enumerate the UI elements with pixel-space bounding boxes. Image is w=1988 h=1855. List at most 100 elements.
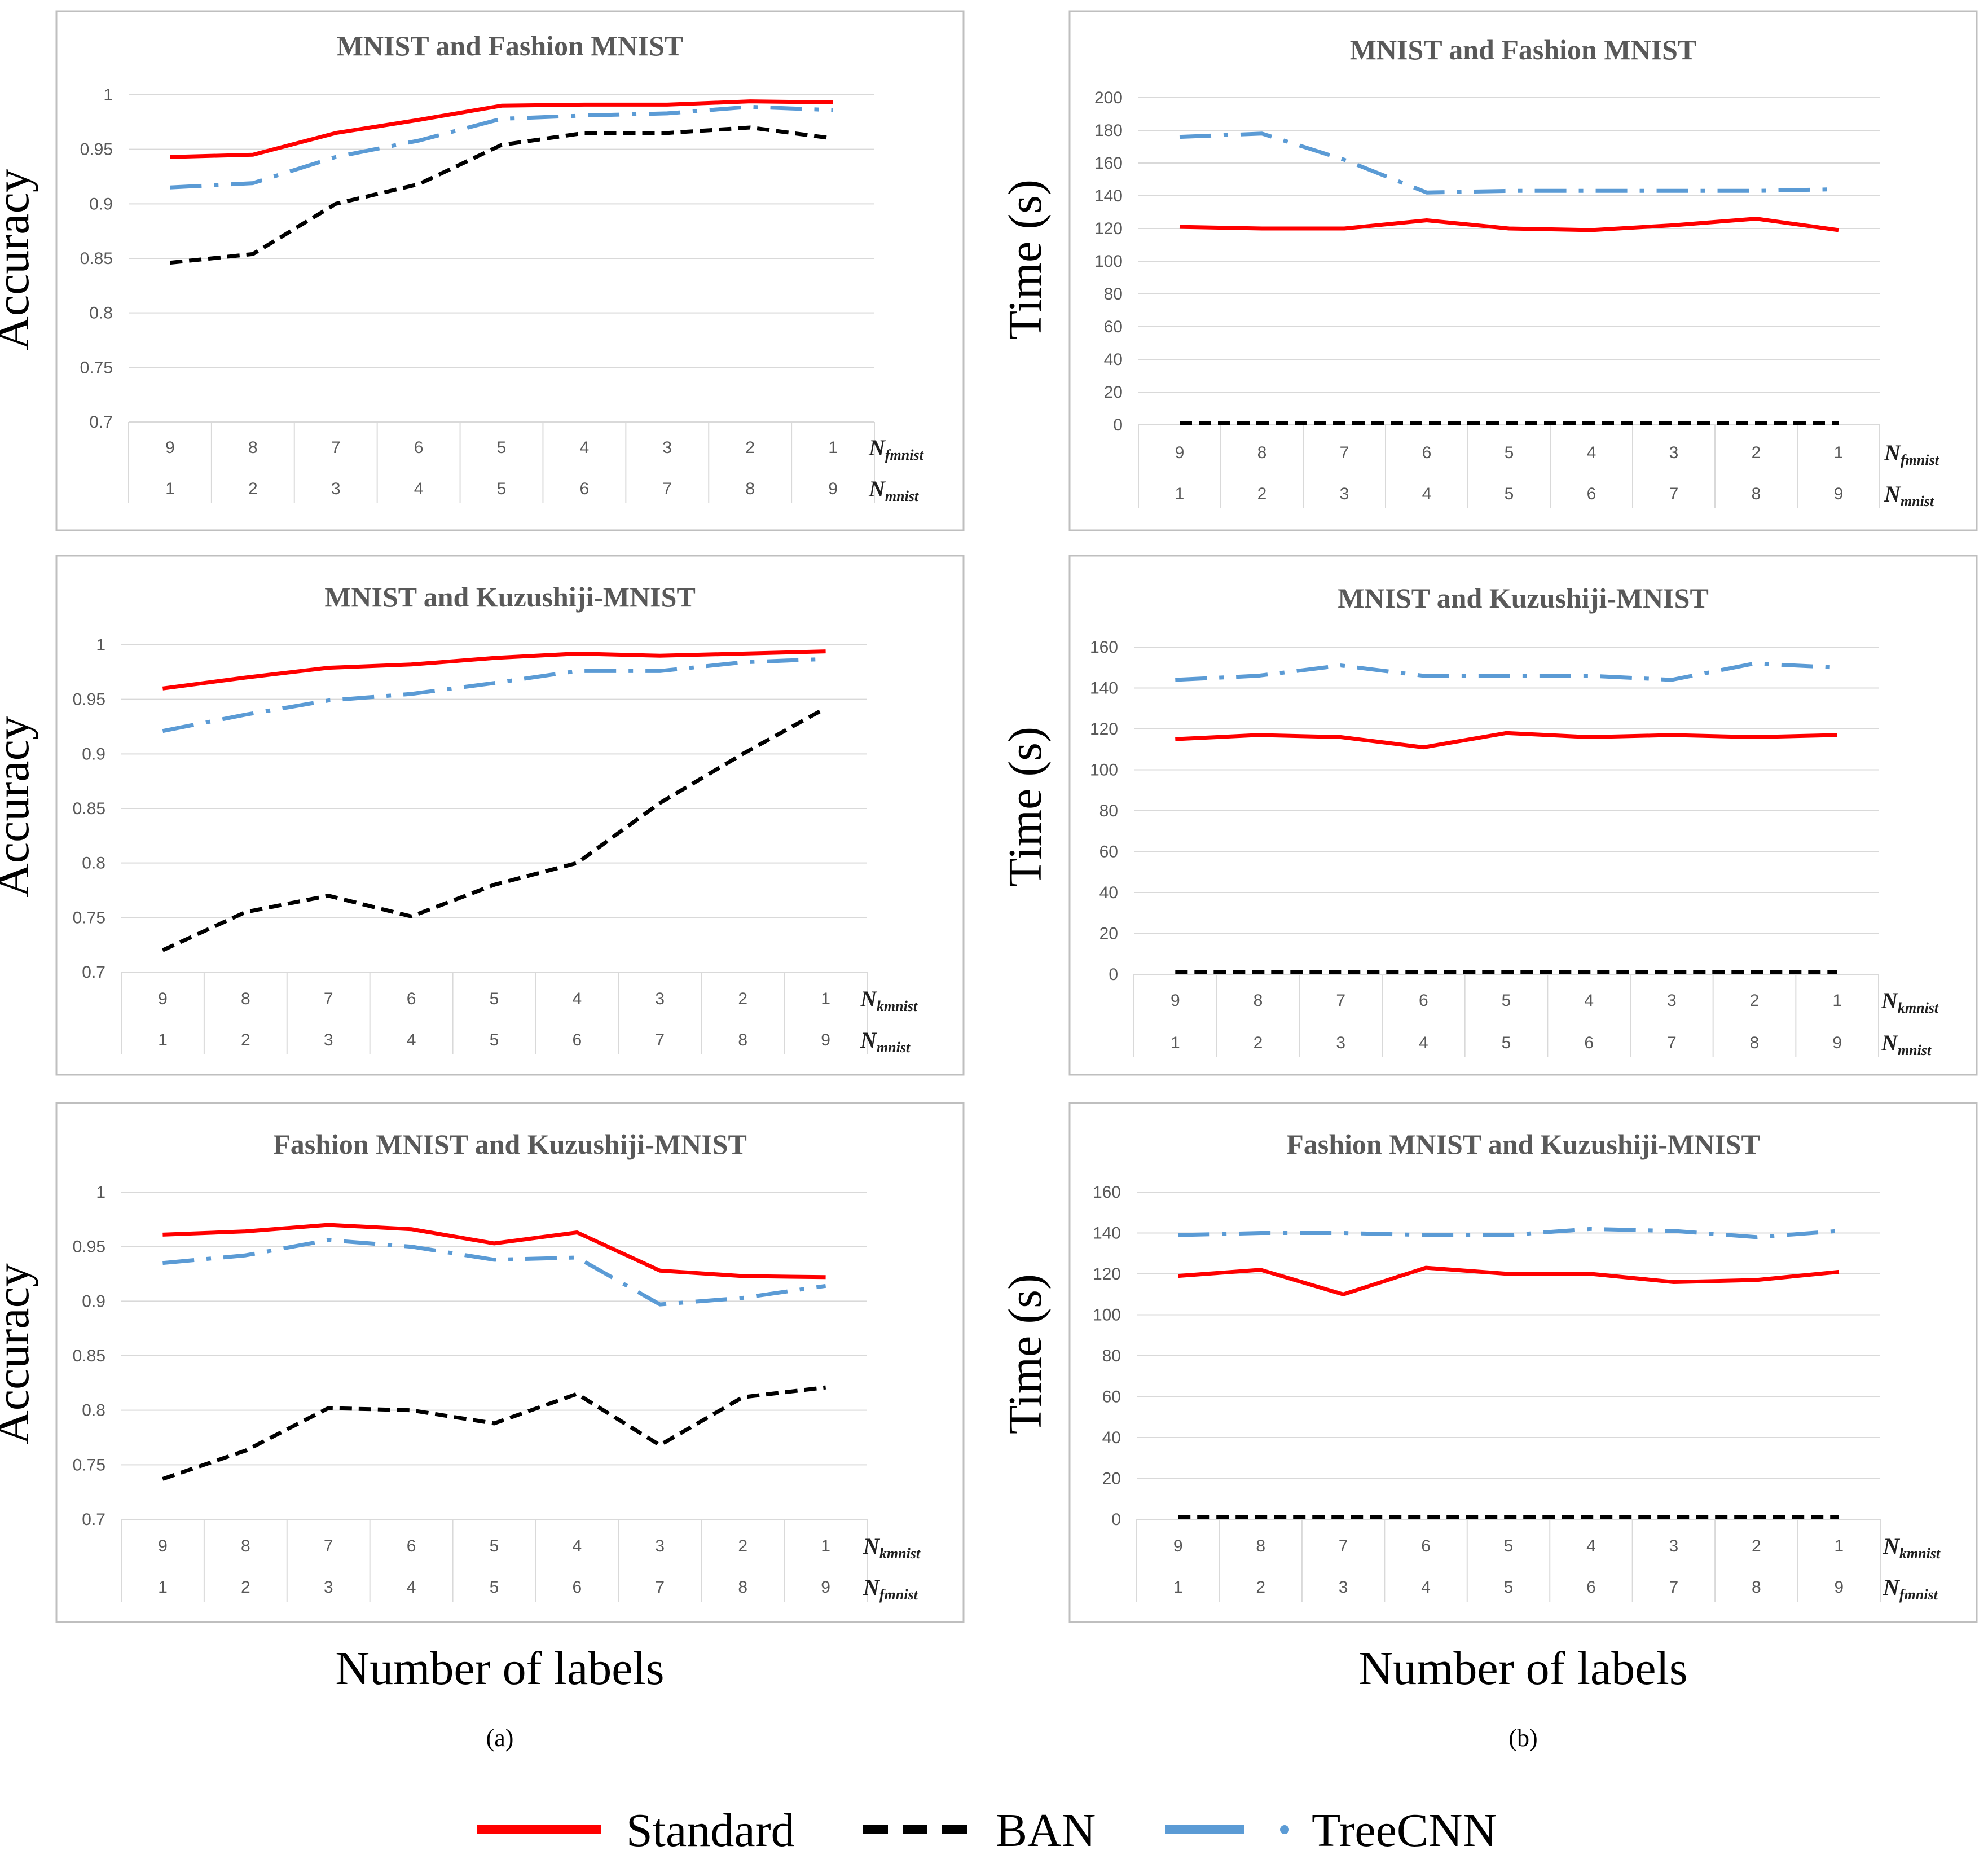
- x-tick-label: 2: [1256, 1578, 1265, 1597]
- x-tick-label: 4: [573, 1537, 582, 1555]
- x-tick-label: 7: [324, 990, 333, 1008]
- y-tick-label: 20: [1102, 1470, 1121, 1488]
- y-tick-label: 180: [1094, 121, 1123, 140]
- x-tick-label: 7: [1340, 443, 1349, 462]
- x-tick-label: 1: [158, 1578, 168, 1597]
- series-line-treecnn: [162, 1238, 826, 1307]
- x-tick-label: 9: [821, 1578, 830, 1597]
- chart-title: MNIST and Fashion MNIST: [1350, 34, 1697, 65]
- y-axis-label: Accuracy: [0, 1263, 39, 1445]
- x-tick-label: 6: [580, 480, 590, 498]
- series-line-standard: [162, 649, 826, 691]
- series-line-standard: [170, 99, 833, 159]
- x-tick-label: 2: [248, 480, 258, 498]
- x-tick-label: 6: [1586, 1578, 1596, 1597]
- x-tick-label: 9: [1173, 1537, 1183, 1555]
- chart-title: Fashion MNIST and Kuzushiji-MNIST: [273, 1128, 747, 1160]
- series-line-treecnn: [1178, 1227, 1840, 1239]
- x-tick-label: 5: [490, 1537, 499, 1555]
- y-tick-label: 140: [1090, 679, 1118, 698]
- y-tick-label: 200: [1094, 89, 1123, 107]
- x-tick-label: 6: [1419, 991, 1428, 1010]
- series-line-ban: [170, 125, 834, 265]
- x-tick-label: 1: [821, 990, 830, 1008]
- chart-panel-acc_mnist_fmnist: MNIST and Fashion MNIST 0.7 0.75 0.8 0.85 0.9…: [0, 10, 965, 531]
- x-tick-label: 3: [1336, 1034, 1345, 1052]
- chart-panel-time_fmnist_kmnist: Fashion MNIST and Kuzushiji-MNIST 0 20 40 60…: [999, 1102, 1978, 1623]
- y-tick-label: 0.8: [89, 304, 113, 323]
- y-tick-label: 160: [1093, 1183, 1121, 1202]
- x-tick-label: 2: [1752, 1537, 1761, 1555]
- y-tick-label: 120: [1090, 720, 1118, 739]
- x-tick-label: 3: [1669, 1537, 1679, 1555]
- legend-swatch-treecnn-dot: [1280, 1825, 1289, 1834]
- y-tick-label: 0: [1113, 416, 1123, 434]
- x-tick-label: 2: [1752, 443, 1761, 462]
- x-tick-label: 7: [1336, 991, 1345, 1010]
- y-tick-label: 80: [1104, 285, 1123, 304]
- x-tick-label: 8: [1752, 1578, 1761, 1597]
- x-tick-label: 7: [324, 1537, 333, 1555]
- caption-b: (b): [1508, 1724, 1537, 1752]
- y-axis-label: Time (s): [999, 179, 1052, 340]
- y-tick-label: 40: [1104, 350, 1123, 369]
- x-tick-label: 2: [738, 990, 747, 1008]
- x-tick-label: 2: [1750, 991, 1760, 1010]
- x-tick-label: 1: [1832, 991, 1842, 1010]
- x-tick-label: 4: [1584, 991, 1594, 1010]
- x-tick-label: 3: [324, 1031, 333, 1049]
- legend-label-ban: BAN: [996, 1804, 1096, 1855]
- x-tick-label: 9: [828, 480, 838, 498]
- x-tick-label: 6: [1584, 1034, 1594, 1052]
- series-line-standard: [1179, 217, 1839, 232]
- series-line-ban: [161, 706, 827, 952]
- x-tick-label: 8: [1257, 443, 1267, 462]
- y-tick-label: 140: [1094, 187, 1123, 205]
- y-axis-label: Accuracy: [0, 716, 39, 898]
- x-tick-label: 5: [490, 1031, 499, 1049]
- x-tick-label: 7: [1339, 1537, 1348, 1555]
- y-tick-label: 100: [1094, 252, 1123, 271]
- chart-frame: [55, 555, 965, 1076]
- series-line-standard: [1175, 731, 1837, 750]
- y-tick-label: 0.95: [73, 691, 105, 709]
- y-tick-label: 60: [1104, 318, 1123, 336]
- y-tick-label: 160: [1094, 154, 1123, 173]
- x-tick-label: 4: [1421, 1578, 1431, 1597]
- y-tick-label: 0.95: [73, 1238, 105, 1256]
- x-tick-label: 5: [497, 480, 507, 498]
- x-tick-label: 7: [662, 480, 672, 498]
- y-tick-label: 20: [1099, 925, 1118, 943]
- y-tick-label: 100: [1093, 1306, 1121, 1325]
- x-tick-label: 5: [1504, 1578, 1514, 1597]
- x-tick-label: 2: [738, 1537, 747, 1555]
- y-tick-label: 40: [1099, 883, 1118, 902]
- x-tick-label: 1: [1173, 1578, 1183, 1597]
- y-tick-label: 100: [1090, 761, 1118, 780]
- chart-title: MNIST and Fashion MNIST: [337, 30, 684, 61]
- x-tick-label: 7: [1669, 1578, 1679, 1597]
- x-tick-label: 9: [158, 990, 168, 1008]
- x-tick-label: 8: [241, 1537, 250, 1555]
- y-axis-label: Time (s): [999, 1274, 1052, 1434]
- x-tick-label: 5: [1504, 1537, 1514, 1555]
- legend-label-standard: Standard: [626, 1804, 795, 1855]
- x-tick-label: 8: [1256, 1537, 1265, 1555]
- chart-frame: [1068, 555, 1978, 1076]
- x-tick-label: 8: [1752, 485, 1761, 503]
- chart-panels: MNIST and Fashion MNIST0.70.750.80.850.9…: [0, 10, 1978, 1623]
- y-tick-label: 0.95: [80, 140, 113, 159]
- y-tick-label: 0.85: [73, 799, 105, 818]
- x-tick-label: 5: [1502, 991, 1511, 1010]
- y-tick-label: 0.75: [73, 1456, 105, 1474]
- x-tick-label: 2: [1254, 1034, 1263, 1052]
- x-tick-label: 1: [1171, 1034, 1180, 1052]
- x-tick-label: 3: [655, 990, 665, 1008]
- y-tick-label: 0.9: [89, 195, 113, 213]
- x-tick-label: 4: [1586, 1537, 1596, 1555]
- x-tick-label: 9: [158, 1537, 168, 1555]
- chart-frame: [55, 1102, 965, 1623]
- y-tick-label: 60: [1099, 843, 1118, 861]
- x-tick-label: 6: [573, 1578, 582, 1597]
